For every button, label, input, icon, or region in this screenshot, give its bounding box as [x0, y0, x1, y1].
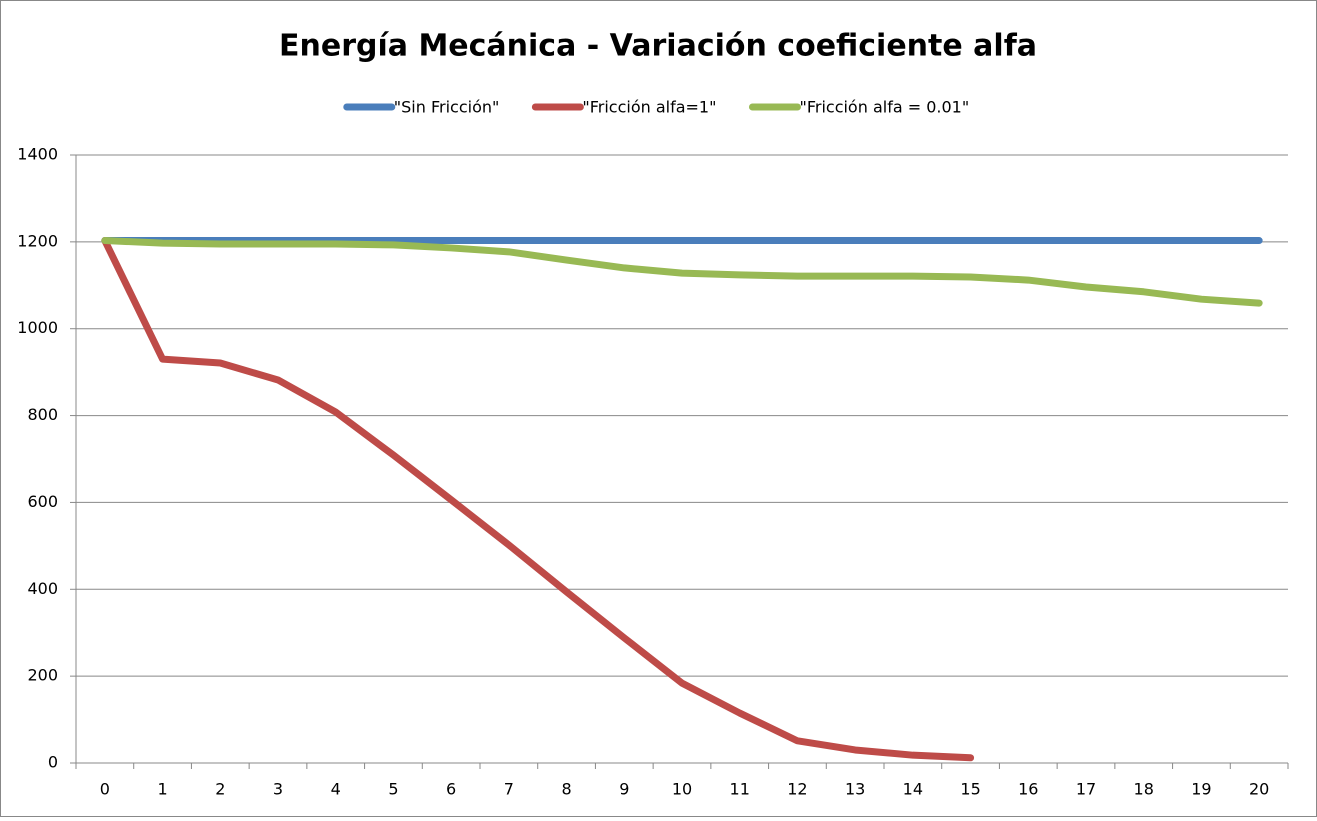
legend-label: "Fricción alfa=1": [582, 98, 716, 117]
x-tick-label: 1: [157, 780, 167, 799]
x-tick-label: 7: [504, 780, 514, 799]
x-tick-label: 0: [100, 780, 110, 799]
x-tick-label: 3: [273, 780, 283, 799]
x-tick-label: 10: [672, 780, 692, 799]
x-tick-label: 13: [845, 780, 865, 799]
y-tick-label: 0: [48, 753, 58, 772]
y-tick-label: 1400: [17, 145, 58, 164]
x-tick-label: 8: [561, 780, 571, 799]
x-tick-label: 12: [787, 780, 807, 799]
y-tick-label: 200: [27, 666, 58, 685]
x-tick-label: 19: [1191, 780, 1211, 799]
x-tick-label: 16: [1018, 780, 1038, 799]
series-line: [101, 237, 975, 762]
x-tick-label: 17: [1076, 780, 1096, 799]
y-tick-label: 600: [27, 492, 58, 511]
series-line: [101, 237, 1263, 307]
x-tick-label: 6: [446, 780, 456, 799]
x-tick-label: 18: [1134, 780, 1154, 799]
y-tick-label: 1200: [17, 231, 58, 250]
x-tick-label: 5: [388, 780, 398, 799]
x-tick-label: 15: [960, 780, 980, 799]
chart-title: Energía Mecánica - Variación coeficiente…: [279, 29, 1037, 64]
x-tick-label: 9: [619, 780, 629, 799]
x-tick-label: 2: [215, 780, 225, 799]
x-tick-label: 4: [331, 780, 341, 799]
x-tick-label: 20: [1249, 780, 1269, 799]
x-tick-label: 11: [730, 780, 750, 799]
x-tick-label: 14: [903, 780, 923, 799]
legend-label: "Sin Fricción": [394, 98, 500, 117]
y-tick-label: 800: [27, 405, 58, 424]
y-tick-label: 1000: [17, 318, 58, 337]
y-tick-label: 400: [27, 579, 58, 598]
legend-label: "Fricción alfa = 0.01": [799, 98, 969, 117]
